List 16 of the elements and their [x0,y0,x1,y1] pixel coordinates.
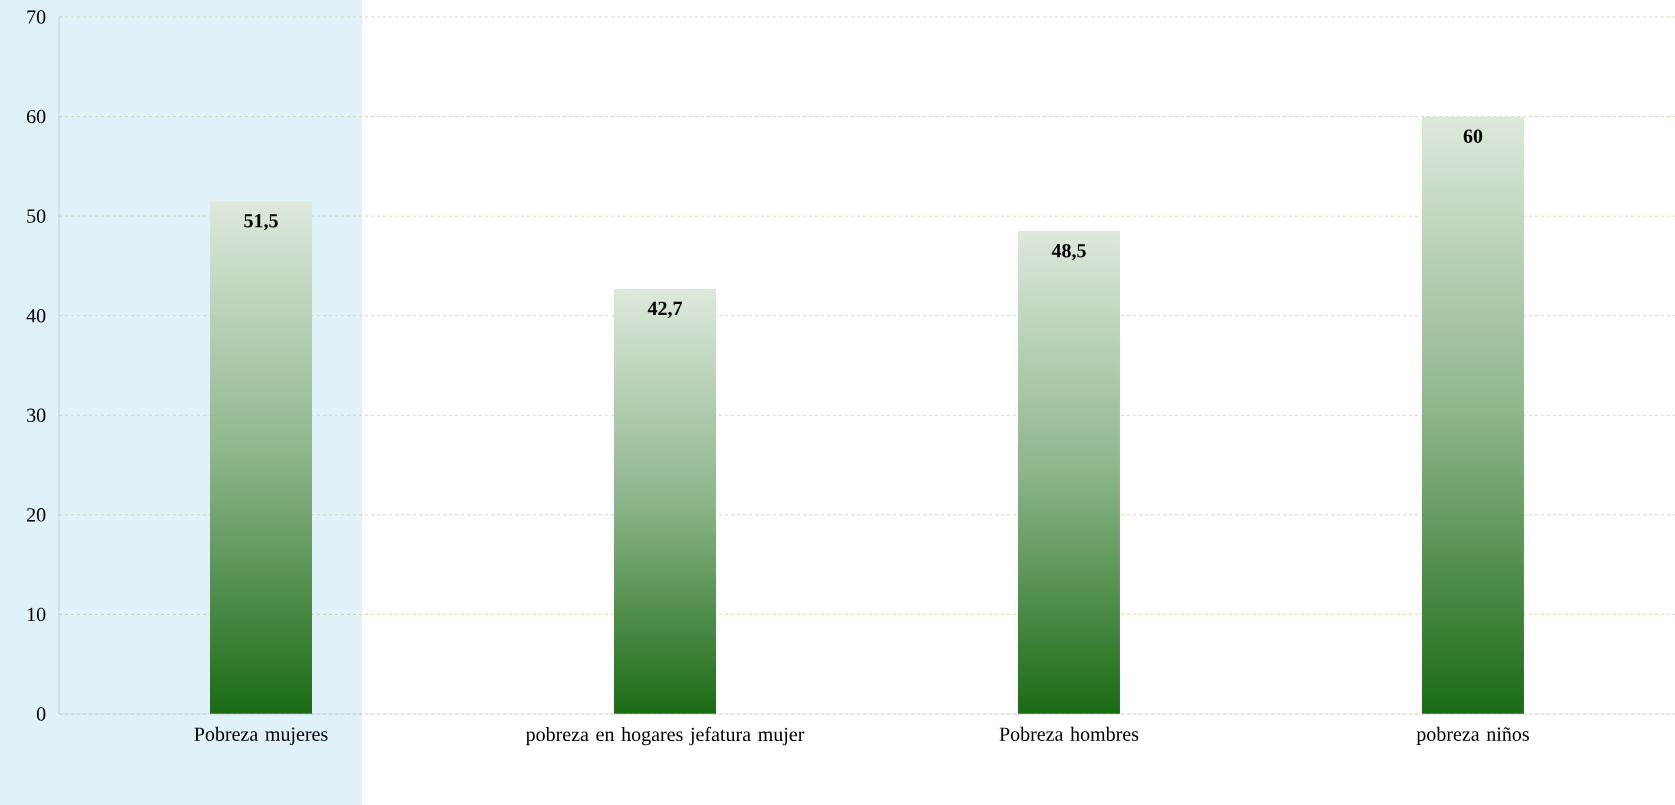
y-tick-label: 0 [36,707,46,721]
x-tick-label: Pobreza mujeres [194,726,328,745]
data-label: 60 [1463,129,1483,143]
y-tick-label: 50 [27,209,46,223]
y-tick-label: 10 [27,607,46,622]
y-tick-label: 30 [27,408,46,423]
data-label: 48,5 [1051,243,1086,261]
y-tick-label: 20 [27,508,46,522]
x-tick-label: pobreza niños [1416,726,1529,745]
data-label: 42,7 [647,301,682,319]
y-tick-label: 40 [26,308,46,323]
x-tick-label: pobreza en hogares jefatura mujer [525,726,805,746]
y-tick-label: 60 [27,109,46,124]
y-tick-label: 70 [27,10,46,24]
x-tick-label: Pobreza hombres [999,726,1139,741]
data-label: 51,5 [244,214,278,231]
